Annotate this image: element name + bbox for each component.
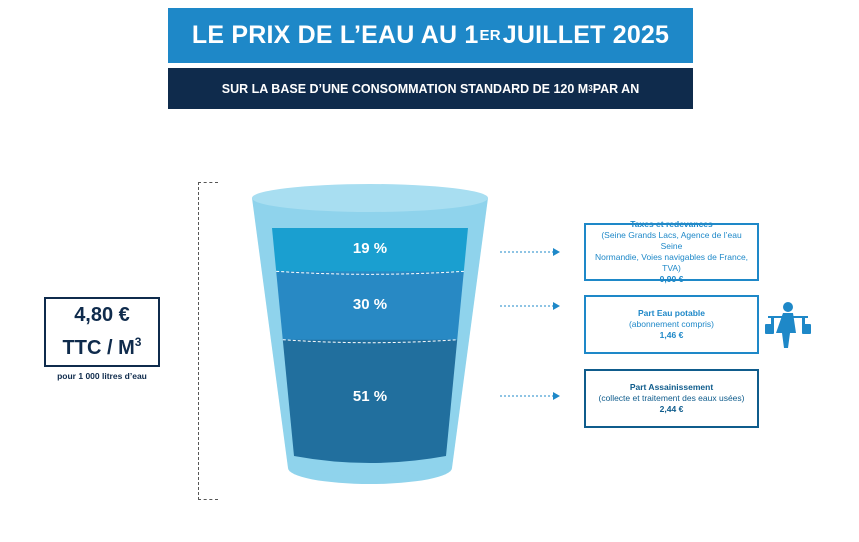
title-main: LE PRIX DE L’EAU AU 1 xyxy=(191,21,479,49)
arrow-head-2 xyxy=(553,302,560,310)
subtitle-end: PAR AN xyxy=(592,81,640,96)
subtitle-main: SUR LA BASE D’UNE CONSOMMATION STANDARD … xyxy=(221,81,589,96)
segment-label-3: 51 % xyxy=(352,387,388,405)
segment-divider xyxy=(276,270,464,275)
price-unit: TTC / M3 xyxy=(63,329,142,362)
info-box-heading: Part Eau potable xyxy=(637,308,706,318)
water-carrier-icon xyxy=(765,302,811,348)
info-box-detail: Normandie, Voies navigables de France, T… xyxy=(594,252,749,273)
info-box-heading: Taxes et redevances xyxy=(630,219,713,229)
segment-label-1: 19 % xyxy=(352,239,388,257)
info-box-detail: (Seine Grands Lacs, Agence de l’eau Sein… xyxy=(601,230,742,251)
info-box-heading: Part Assainissement xyxy=(629,382,714,392)
segment-label-2: 30 % xyxy=(352,295,388,313)
info-box-value: 1,46 € xyxy=(659,330,684,340)
info-box-value: 0,90 € xyxy=(659,274,684,284)
info-box-taxes: Taxes et redevances (Seine Grands Lacs, … xyxy=(584,219,759,284)
arrow-head-3 xyxy=(553,392,560,400)
title-end: JUILLET 2025 xyxy=(502,21,670,49)
page-subtitle: SUR LA BASE D’UNE CONSOMMATION STANDARD … xyxy=(168,68,693,109)
subtitle-superscript: 3 xyxy=(588,84,593,93)
price-unit-superscript: 3 xyxy=(134,335,142,349)
info-box-detail: (collecte et traitement des eaux usées) xyxy=(598,393,745,403)
price-amount: 4,80 € xyxy=(74,304,130,326)
total-bracket xyxy=(198,182,218,500)
info-box-detail: (abonnement compris) xyxy=(628,319,715,329)
title-superscript: ER xyxy=(479,27,501,44)
info-box-eau-potable: Part Eau potable (abonnement compris) 1,… xyxy=(584,295,759,354)
glass-rim xyxy=(252,184,488,212)
info-box-assainissement: Part Assainissement (collecte et traitem… xyxy=(584,369,759,428)
info-box-value: 2,44 € xyxy=(659,404,684,414)
glass-segment xyxy=(276,271,464,343)
glass-segment xyxy=(272,228,468,275)
page-title: LE PRIX DE L’EAU AU 1 ER JUILLET 2025 xyxy=(168,8,693,63)
glass-segments xyxy=(272,228,468,463)
segment-divider xyxy=(282,339,458,344)
price-note: pour 1 000 litres d’eau xyxy=(57,371,147,381)
connector-arrows xyxy=(500,248,560,400)
glass-segment xyxy=(282,339,458,463)
price-box: 4,80 € TTC / M3 xyxy=(44,297,160,367)
price-unit-main: TTC / M xyxy=(62,337,135,359)
arrow-head-1 xyxy=(553,248,560,256)
